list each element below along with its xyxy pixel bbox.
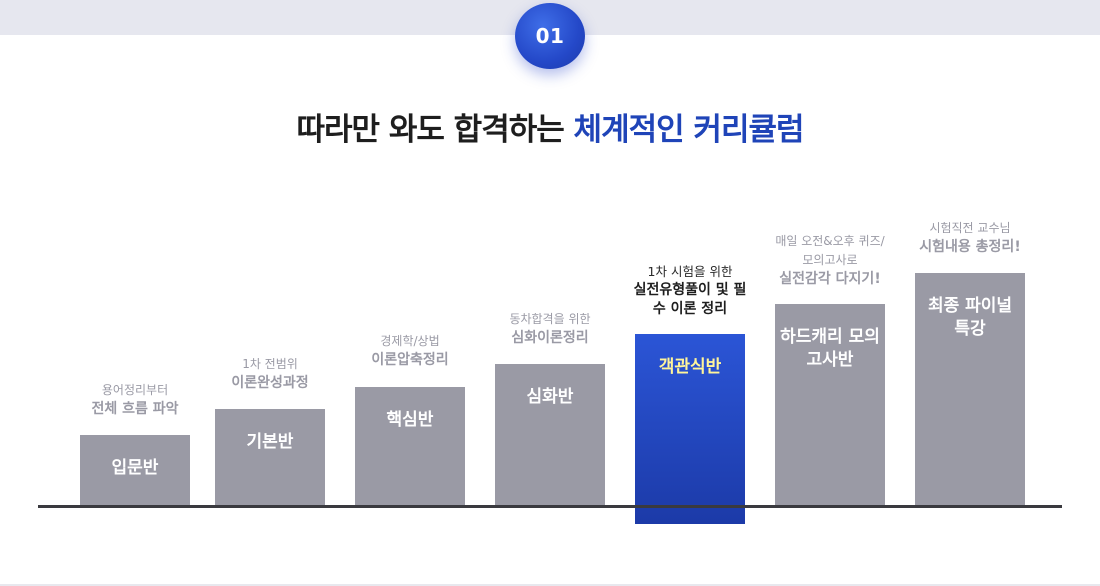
step-bar-1: 입문반	[80, 435, 190, 505]
step-caption-6: 매일 오전&오후 퀴즈/모의고사로 실전감각 다지기!	[760, 232, 900, 289]
step-caption-4: 동차합격을 위한 심화이론정리	[480, 310, 620, 348]
step-sub-2: 1차 전범위	[242, 357, 298, 371]
step-bar-7: 최종 파이널특강	[915, 273, 1025, 505]
step-main-7: 시험내용 총정리!	[919, 239, 1021, 255]
headline-prefix: 따라만 와도 합격하는	[296, 112, 574, 148]
step-label-2: 기본반	[246, 432, 294, 452]
step-label-7: 최종 파이널특강	[927, 296, 1013, 339]
step-sub-7: 시험직전 교수님	[929, 221, 1011, 235]
step-label-3: 핵심반	[386, 410, 434, 430]
step-label-4: 심화반	[526, 387, 574, 407]
step-label-5: 객관식반	[658, 357, 722, 377]
step-label-1: 입문반	[111, 458, 159, 478]
page-headline: 따라만 와도 합격하는 체계적인 커리큘럼	[0, 104, 1100, 149]
step-main-4: 심화이론정리	[511, 330, 589, 346]
step-main-6: 실전감각 다지기!	[779, 271, 881, 287]
step-caption-1: 용어정리부터 전체 흐름 파악	[65, 381, 205, 419]
step-sub-6: 매일 오전&오후 퀴즈/모의고사로	[775, 234, 885, 267]
step-sub-1: 용어정리부터	[101, 383, 169, 397]
step-caption-5: 1차 시험을 위한 실전유형풀이 및 필수 이론 정리	[620, 262, 760, 319]
step-main-3: 이론압축정리	[371, 352, 449, 368]
headline-accent: 체계적인 커리큘럼	[573, 112, 805, 148]
step-main-5: 실전유형풀이 및 필수 이론 정리	[633, 282, 747, 317]
step-main-1: 전체 흐름 파악	[91, 401, 179, 417]
step-sub-4: 동차합격을 위한	[509, 312, 591, 326]
step-label-6: 하드캐리 모의고사반	[780, 327, 880, 370]
step-sub-5: 1차 시험을 위한	[647, 264, 733, 279]
bottom-divider	[0, 584, 1100, 586]
step-bar-6: 하드캐리 모의고사반	[775, 304, 885, 505]
step-bar-4: 심화반	[495, 364, 605, 505]
step-bar-3: 핵심반	[355, 387, 465, 505]
step-caption-2: 1차 전범위 이론완성과정	[200, 355, 340, 393]
step-main-2: 이론완성과정	[231, 375, 309, 391]
baseline-rule	[38, 505, 1062, 508]
step-bar-5: 객관식반	[635, 334, 745, 524]
step-number-badge: 01	[515, 3, 585, 69]
step-caption-7: 시험직전 교수님 시험내용 총정리!	[900, 219, 1040, 257]
step-bar-2: 기본반	[215, 409, 325, 505]
step-sub-3: 경제학/상법	[380, 334, 440, 348]
step-caption-3: 경제학/상법 이론압축정리	[340, 332, 480, 370]
